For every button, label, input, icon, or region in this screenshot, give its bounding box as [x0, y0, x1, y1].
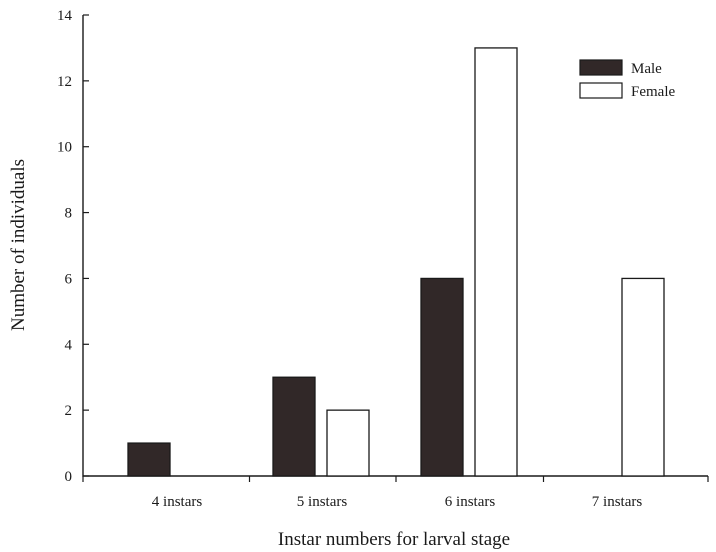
bars	[127, 47, 665, 477]
legend: Male Female	[579, 59, 675, 100]
x-tick-label: 6 instars	[445, 494, 496, 510]
y-tick-label: 8	[65, 206, 73, 222]
y-tick-label: 6	[65, 271, 73, 287]
x-tick-label: 5 instars	[297, 494, 348, 510]
y-tick-label: 10	[57, 140, 72, 156]
y-tick-label: 0	[65, 469, 73, 485]
y-tick-label: 4	[65, 337, 73, 353]
female-bar	[474, 47, 518, 477]
y-tick-label: 2	[65, 403, 73, 419]
legend-label: Female	[631, 84, 675, 100]
legend-swatch	[579, 59, 623, 76]
y-axis-label: Number of individuals	[8, 159, 29, 331]
male-bar	[272, 376, 316, 477]
y-tick-label: 14	[57, 8, 73, 24]
male-bar	[420, 277, 464, 477]
y-tick-label: 12	[57, 74, 72, 90]
legend-swatch	[579, 82, 623, 99]
x-tick-label: 4 instars	[152, 494, 203, 510]
male-bar	[127, 442, 171, 477]
legend-label: Male	[631, 61, 662, 77]
x-axis-label: Instar numbers for larval stage	[278, 529, 510, 550]
x-tick-label: 7 instars	[592, 494, 643, 510]
female-bar	[621, 277, 665, 477]
female-bar	[326, 409, 370, 477]
